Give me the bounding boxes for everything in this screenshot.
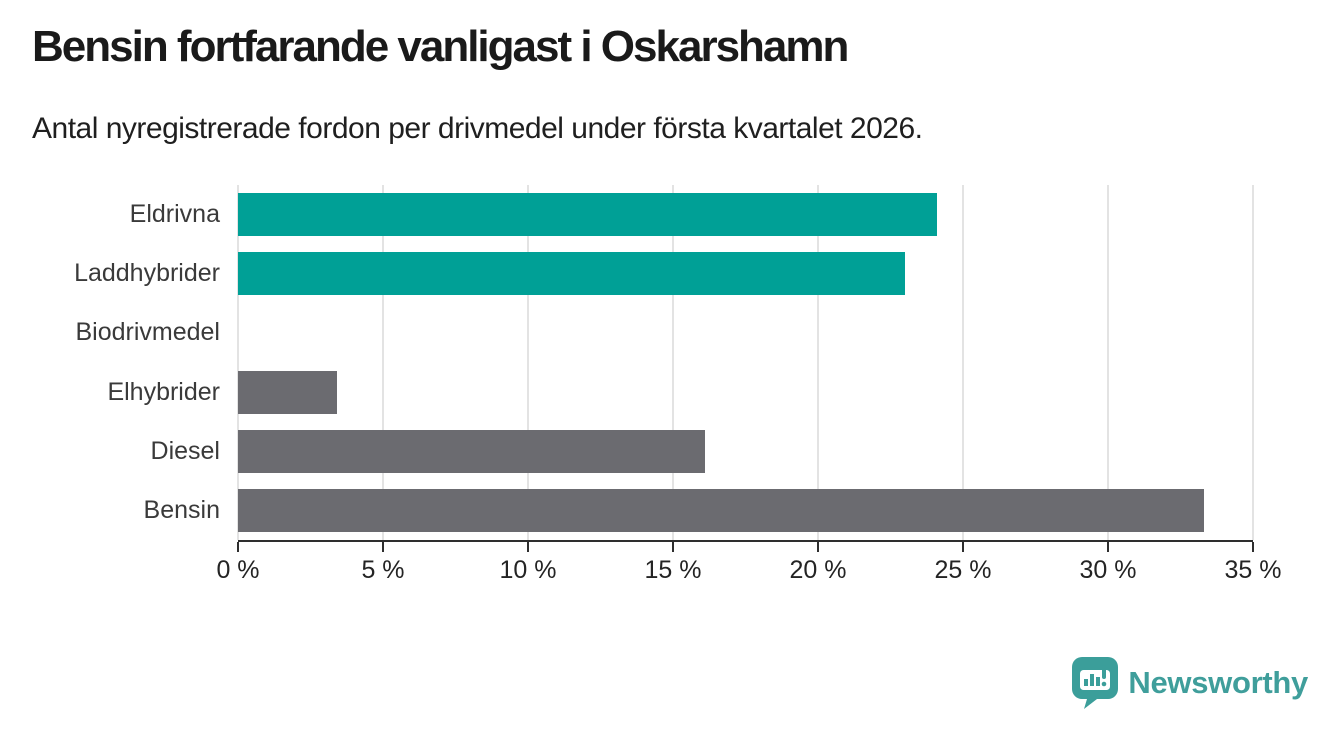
x-tick: [672, 542, 674, 552]
chart-title: Bensin fortfarande vanligast i Oskarsham…: [32, 22, 849, 71]
logo-bar-3: [1096, 677, 1101, 686]
gridline: [237, 185, 239, 540]
x-tick: [1252, 542, 1254, 552]
x-tick: [962, 542, 964, 552]
bar-row: [238, 303, 1253, 362]
bar: [238, 252, 905, 296]
y-axis-labels: Eldrivna Laddhybrider Biodrivmedel Elhybrid…: [0, 185, 220, 540]
chart-subtitle: Antal nyregistrerade fordon per drivmede…: [32, 112, 923, 145]
newsworthy-logo-icon: [1072, 657, 1119, 709]
bar: [238, 370, 337, 414]
bar: [238, 429, 705, 473]
x-tick-label: 5 %: [361, 556, 405, 584]
bar-row: [238, 481, 1253, 540]
gridline: [817, 185, 819, 540]
logo-exclamation-dot: [1102, 681, 1107, 687]
gridline: [382, 185, 384, 540]
gridline: [1252, 185, 1254, 540]
x-tick-label: 35 %: [1224, 556, 1282, 584]
logo-bar-2: [1090, 674, 1095, 686]
gridline: [672, 185, 674, 540]
x-tick-label: 30 %: [1079, 556, 1137, 584]
bar-row: [238, 363, 1253, 422]
bar-row: [238, 422, 1253, 481]
category-label: Bensin: [143, 495, 220, 524]
x-tick-label: 15 %: [644, 556, 702, 584]
x-tick: [237, 542, 239, 552]
logo-bar-1: [1084, 679, 1089, 686]
bar-row: [238, 244, 1253, 303]
gridline: [1107, 185, 1109, 540]
newsworthy-logo-text: Newsworthy: [1128, 665, 1308, 700]
logo-exclamation-stem: [1102, 665, 1107, 679]
category-label: Laddhybrider: [74, 259, 220, 288]
x-tick-label: 0 %: [216, 556, 260, 584]
x-tick-label: 10 %: [499, 556, 557, 584]
gridline: [962, 185, 964, 540]
x-axis: 0 % 5 % 10 % 15 % 20 % 25 % 30 % 35 %: [216, 540, 1281, 596]
x-tick: [1107, 542, 1109, 552]
bar-rows: [238, 185, 1253, 540]
bar: [238, 193, 937, 237]
category-label: Diesel: [150, 436, 220, 465]
bar-row: [238, 185, 1253, 244]
x-tick: [817, 542, 819, 552]
x-tick-label: 20 %: [789, 556, 847, 584]
x-tick-label: 25 %: [934, 556, 992, 584]
x-tick: [527, 542, 529, 552]
bar: [238, 488, 1204, 532]
newsworthy-logo: Newsworthy: [1072, 657, 1308, 709]
x-tick: [382, 542, 384, 552]
gridline: [527, 185, 529, 540]
category-label: Eldrivna: [129, 200, 220, 229]
category-label: Biodrivmedel: [75, 318, 220, 347]
plot-area: [237, 185, 1254, 542]
category-label: Elhybrider: [107, 377, 220, 406]
